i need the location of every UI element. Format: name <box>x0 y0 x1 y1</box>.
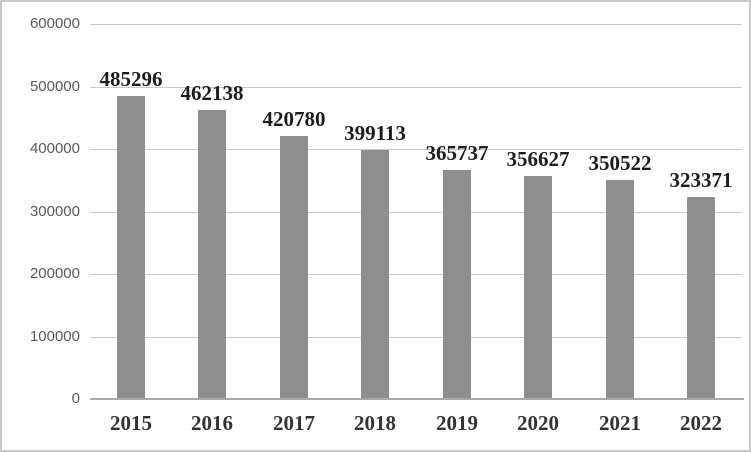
bar-value-label-2019: 365737 <box>425 141 489 165</box>
bar-value-label-2018: 399113 <box>344 121 406 145</box>
bar-2019 <box>443 170 471 399</box>
y-axis-tick-label: 100000 <box>29 328 80 345</box>
x-axis-tick-label-2015: 2015 <box>110 411 152 435</box>
bar-2018 <box>361 150 389 399</box>
gridline-600000 <box>90 24 742 25</box>
bar-value-label-2016: 462138 <box>180 81 244 105</box>
bar-2016 <box>198 110 226 399</box>
plot-area <box>90 24 742 399</box>
x-axis-tick-label-2016: 2016 <box>191 411 233 435</box>
bar-2021 <box>606 180 634 399</box>
y-axis-tick-label: 0 <box>71 390 80 407</box>
x-axis-tick-label-2017: 2017 <box>273 411 315 435</box>
x-axis-tick-label-2021: 2021 <box>599 411 641 435</box>
y-axis-tick-label: 200000 <box>29 265 80 282</box>
x-axis-tick-label-2020: 2020 <box>517 411 559 435</box>
gridline-500000 <box>90 87 742 88</box>
x-axis-tick-label-2019: 2019 <box>436 411 478 435</box>
bar-2017 <box>280 136 308 399</box>
gridline-300000 <box>90 212 742 213</box>
bar-value-label-2017: 420780 <box>262 107 326 131</box>
bar-2022 <box>687 197 715 399</box>
gridline-400000 <box>90 149 742 150</box>
x-axis-tick-label-2022: 2022 <box>680 411 722 435</box>
x-axis-line <box>90 398 744 400</box>
bar-2015 <box>117 96 145 399</box>
gridline-100000 <box>90 337 742 338</box>
gridline-200000 <box>90 274 742 275</box>
x-axis-tick-label-2018: 2018 <box>354 411 396 435</box>
y-axis-tick-label: 300000 <box>29 203 80 220</box>
bar-2020 <box>524 176 552 399</box>
bar-value-label-2015: 485296 <box>99 67 163 91</box>
bar-value-label-2020: 356627 <box>506 147 570 171</box>
bar-value-label-2022: 323371 <box>669 168 733 192</box>
y-axis-tick-label: 500000 <box>29 78 80 95</box>
y-axis-tick-label: 600000 <box>29 15 80 32</box>
bar-value-label-2021: 350522 <box>588 151 652 175</box>
y-axis-tick-label: 400000 <box>29 140 80 157</box>
